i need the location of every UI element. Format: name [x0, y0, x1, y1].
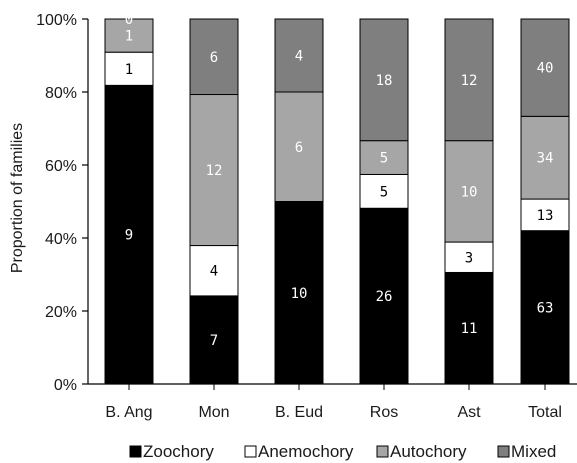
- bar-segment: [274, 201, 324, 385]
- legend: Zoochory Anemochory Autochory Mixed: [129, 442, 556, 461]
- y-axis-label: Proportion of families: [9, 123, 26, 273]
- bar-value-label: 6: [210, 50, 218, 66]
- y-tick-label: 40%: [45, 231, 77, 248]
- bar-value-label: 13: [537, 208, 554, 224]
- y-tick-label: 60%: [45, 158, 77, 175]
- bar-value-label: 6: [295, 140, 303, 156]
- y-axis-ticks: 0% 20% 40% 60% 80% 100%: [36, 12, 88, 394]
- y-tick-label: 80%: [45, 85, 77, 102]
- x-axis-ticks: B. Ang Mon B. Eud Ros Ast Total: [105, 384, 562, 421]
- x-tick-label: Ast: [457, 404, 481, 421]
- bar-segment: [274, 18, 324, 93]
- legend-swatch: [244, 445, 257, 458]
- bar-segment: [359, 18, 409, 142]
- bar-segment: [520, 230, 570, 385]
- x-tick-label: B. Eud: [275, 404, 323, 421]
- bar-segment: [444, 271, 494, 385]
- bar-segment: [189, 18, 239, 96]
- y-tick-label: 100%: [36, 12, 77, 29]
- bar-value-label: 12: [206, 163, 223, 179]
- bar-value-label: 3: [465, 250, 473, 266]
- bar-value-label: 5: [380, 151, 388, 167]
- x-tick-label: Total: [528, 404, 562, 421]
- bar-value-label: 0: [125, 12, 133, 28]
- bar-value-label: 26: [376, 289, 393, 305]
- bar-segment: [520, 18, 570, 117]
- bar-segment: [104, 18, 154, 53]
- bar-value-label: 4: [295, 49, 303, 65]
- bar-segment: [444, 18, 494, 142]
- legend-swatch: [497, 445, 510, 458]
- bar-segment: [189, 295, 239, 385]
- bar-segment: [520, 115, 570, 200]
- bar-segment: [104, 51, 154, 86]
- bar-value-label: 63: [537, 300, 554, 316]
- bar-value-label: 5: [380, 184, 388, 200]
- legend-label: Autochory: [390, 442, 467, 461]
- bar-segment: [520, 198, 570, 232]
- y-tick-label: 20%: [45, 304, 77, 321]
- bar-segment: [104, 84, 154, 385]
- bar-segment: [444, 140, 494, 243]
- bar-value-label: 18: [376, 73, 393, 89]
- bar-value-label: 1: [125, 62, 133, 78]
- legend-label: Anemochory: [258, 442, 354, 461]
- bar-value-label: 9: [125, 228, 133, 244]
- bar-value-label: 10: [291, 286, 308, 302]
- x-tick-label: Ros: [370, 404, 398, 421]
- bar-value-label: 11: [461, 321, 478, 337]
- bar-value-label: 34: [537, 151, 554, 167]
- bar-value-label: 0: [295, 195, 303, 211]
- y-tick-label: 0%: [54, 377, 77, 394]
- bar-segment: [359, 207, 409, 385]
- legend-label: Mixed: [511, 442, 556, 461]
- bar-segment: [189, 245, 239, 297]
- bar-segment: [359, 173, 409, 209]
- x-tick-label: Mon: [198, 404, 229, 421]
- x-tick-label: B. Ang: [105, 404, 152, 421]
- bar-value-label: 1: [125, 29, 133, 45]
- bar-value-label: 40: [537, 61, 554, 77]
- bar-value-label: 4: [210, 264, 218, 280]
- bar-value-label: 10: [461, 184, 478, 200]
- bar-segment: [444, 241, 494, 273]
- legend-label: Zoochory: [143, 442, 214, 461]
- bar-value-label: 7: [210, 333, 218, 349]
- bar-value-label: 12: [461, 73, 478, 89]
- legend-swatch: [376, 445, 389, 458]
- legend-swatch: [129, 445, 142, 458]
